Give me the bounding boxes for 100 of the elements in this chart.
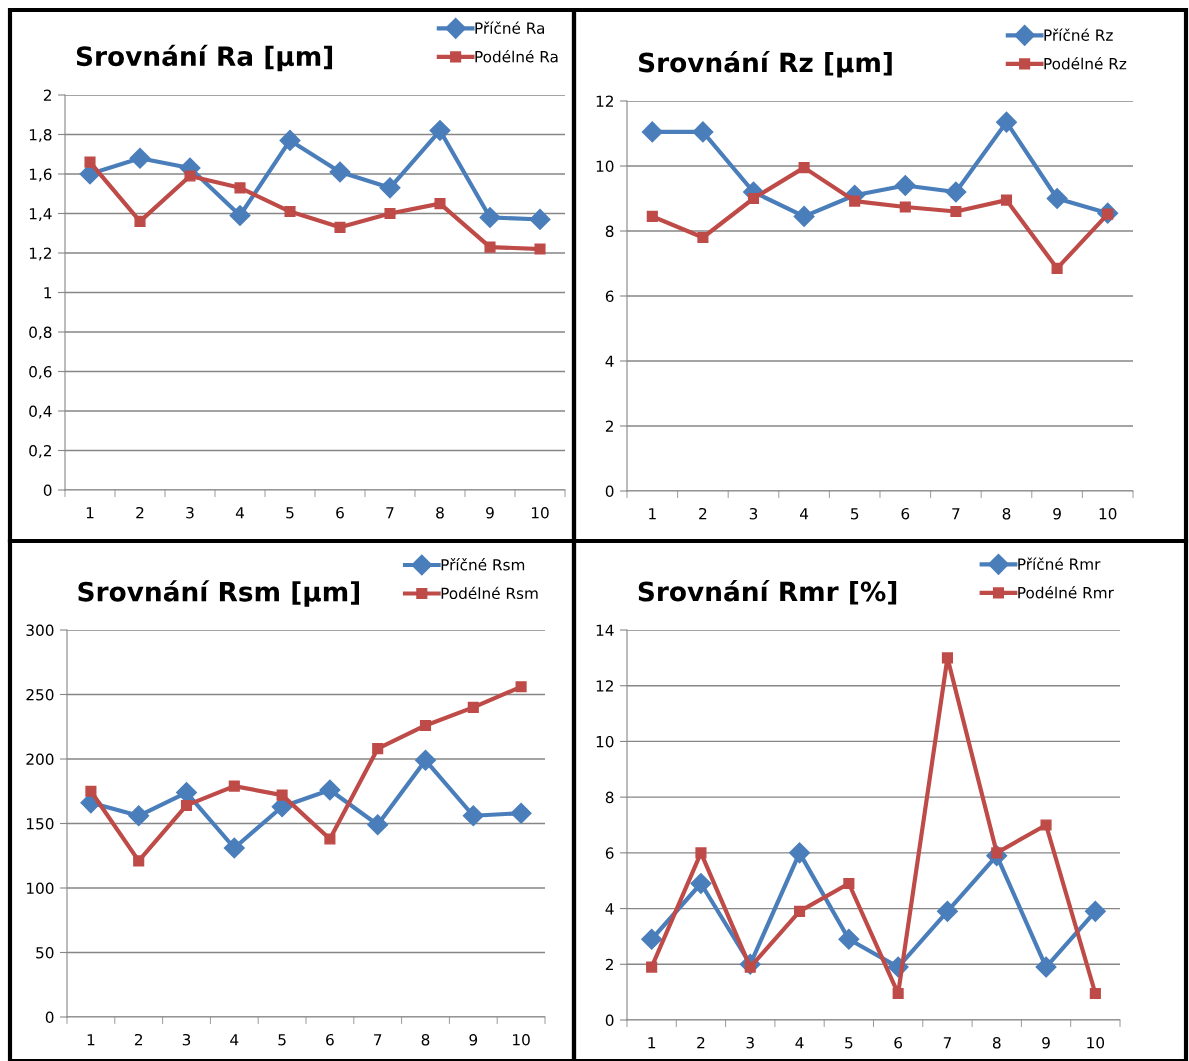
- y-tick-label: 8: [605, 225, 614, 238]
- point: [697, 231, 709, 244]
- y-tick-label: 50: [36, 946, 54, 959]
- point: [950, 205, 962, 218]
- point: [484, 241, 496, 253]
- x-tick-label: 8: [421, 1033, 430, 1046]
- point: [434, 198, 446, 210]
- point: [234, 182, 246, 194]
- point: [467, 701, 479, 713]
- chart-title: Srovnání Rmr [%]: [638, 580, 897, 605]
- point: [180, 799, 193, 811]
- point: [1040, 819, 1052, 831]
- y-tick-label: 4: [605, 355, 614, 367]
- point: [838, 928, 860, 950]
- x-tick-label: 9: [1053, 507, 1061, 520]
- x-tick-label: 10: [1099, 507, 1117, 520]
- legend-label: Podélné Rz: [1044, 57, 1127, 70]
- y-tick-label: 0,8: [29, 326, 52, 340]
- point: [284, 205, 296, 218]
- y-tick-label: 150: [27, 817, 54, 830]
- legend-label: Příčné Rmr: [1018, 557, 1101, 570]
- x-tick-label: 2: [136, 506, 144, 519]
- point: [134, 215, 146, 227]
- x-tick-label: 4: [799, 508, 809, 520]
- point: [899, 201, 911, 213]
- y-tick-label: 1: [44, 287, 52, 299]
- point: [793, 205, 815, 227]
- point: [223, 837, 245, 859]
- x-tick-label: 3: [746, 1036, 754, 1049]
- point: [793, 905, 806, 917]
- point: [329, 161, 351, 183]
- point: [892, 987, 904, 1000]
- chart-title: Srovnání Rsm [µm]: [78, 580, 359, 607]
- point: [324, 833, 336, 845]
- point: [229, 204, 251, 226]
- y-tick-label: 0,6: [29, 365, 52, 380]
- y-tick-label: 1,8: [29, 128, 52, 143]
- point: [646, 210, 658, 222]
- point: [941, 652, 954, 664]
- point: [843, 877, 855, 890]
- legend-label: Podélné Rsm: [441, 586, 538, 600]
- point: [319, 779, 341, 801]
- x-tick-label: 3: [749, 507, 758, 520]
- point: [798, 162, 810, 174]
- point: [84, 156, 96, 168]
- y-tick-label: 1,6: [29, 168, 52, 182]
- point: [372, 743, 384, 755]
- y-tick-label: 10: [596, 160, 614, 173]
- y-tick-label: 300: [26, 624, 54, 637]
- y-tick-label: 0: [45, 1011, 54, 1024]
- point: [462, 805, 484, 827]
- y-tick-label: 2: [43, 89, 51, 101]
- x-tick-label: 7: [386, 507, 394, 519]
- point: [789, 842, 811, 864]
- x-tick-label: 9: [469, 1033, 478, 1046]
- point: [276, 789, 288, 801]
- y-tick-label: 4: [605, 903, 614, 915]
- point: [646, 961, 658, 973]
- y-tick-label: 0: [605, 1014, 614, 1027]
- point: [419, 719, 432, 732]
- legend-label: Příčné Rsm: [441, 558, 525, 571]
- x-tick-label: 5: [278, 1034, 286, 1046]
- point: [529, 208, 551, 230]
- point: [384, 207, 396, 220]
- y-tick-label: 0,4: [29, 405, 52, 419]
- point: [279, 129, 301, 151]
- point: [1035, 956, 1057, 978]
- point: [1089, 987, 1101, 1000]
- x-tick-label: 6: [894, 1036, 903, 1049]
- x-tick-label: 5: [286, 507, 294, 519]
- point: [945, 181, 967, 203]
- legend-label: Podélné Rmr: [1018, 586, 1114, 599]
- x-tick-label: 5: [845, 1037, 853, 1049]
- x-tick-label: 2: [697, 1036, 705, 1049]
- point: [1000, 194, 1013, 206]
- point: [367, 814, 389, 836]
- x-tick-label: 8: [436, 506, 444, 519]
- y-tick-label: 0: [43, 484, 52, 497]
- point: [1051, 262, 1063, 274]
- point: [534, 243, 546, 255]
- x-tick-label: 7: [952, 508, 960, 520]
- point: [429, 120, 451, 142]
- y-tick-label: 1,2: [29, 247, 51, 261]
- point: [849, 195, 861, 207]
- point: [641, 928, 663, 950]
- point: [695, 847, 707, 859]
- y-tick-label: 8: [605, 791, 614, 804]
- y-tick-label: 6: [605, 847, 614, 859]
- x-tick-label: 10: [1087, 1036, 1105, 1049]
- x-tick-label: 1: [649, 508, 656, 520]
- y-tick-label: 0: [605, 485, 614, 498]
- point: [1046, 187, 1068, 210]
- point: [479, 206, 501, 228]
- x-tick-label: 9: [486, 506, 494, 519]
- point: [510, 802, 532, 824]
- x-tick-label: 2: [134, 1033, 143, 1046]
- x-tick-label: 1: [86, 507, 94, 519]
- y-tick-label: 0,2: [29, 444, 51, 459]
- point: [133, 855, 145, 867]
- y-tick-label: 12: [596, 95, 613, 107]
